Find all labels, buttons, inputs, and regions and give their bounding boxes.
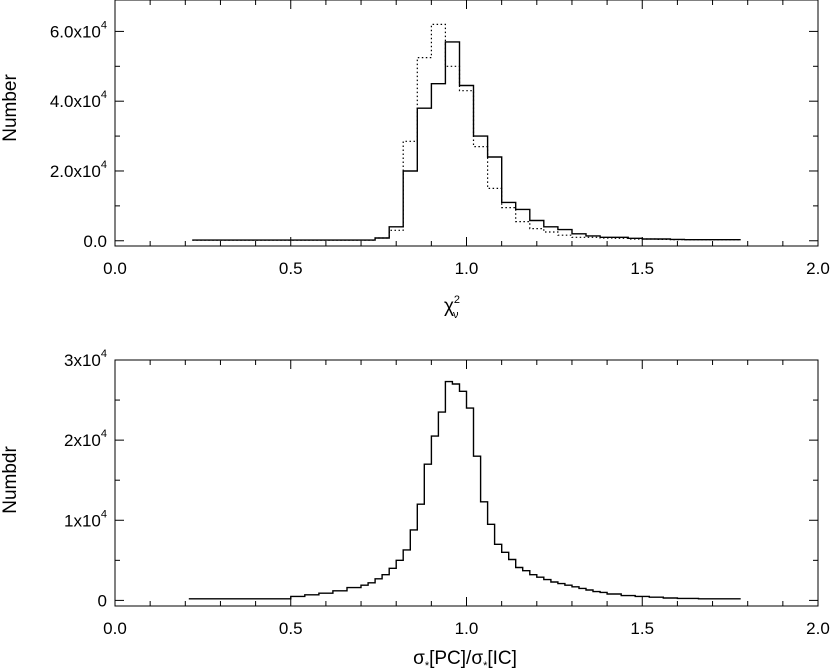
chi-square-panel: 0.0 0.5 1.0 1.5 2.0 0.0 2.0x104 4.0x104 6.0x104… bbox=[0, 0, 830, 321]
y-tick-label: 4.0x104 bbox=[50, 89, 107, 111]
y-tick-label: 0 bbox=[98, 591, 107, 610]
histogram-series bbox=[192, 23, 741, 241]
solid-histogram-line bbox=[188, 380, 741, 600]
solid-histogram-line bbox=[192, 41, 741, 241]
x-axis-label: χ2 ν bbox=[444, 294, 460, 321]
y-tick-label: 6.0x104 bbox=[50, 19, 107, 41]
plot-frame bbox=[114, 0, 819, 247]
x-tick-label: 0.0 bbox=[103, 619, 127, 638]
x-tick-label: 0.0 bbox=[103, 259, 127, 278]
x-tick-label: 0.5 bbox=[279, 259, 303, 278]
dotted-histogram-line bbox=[192, 23, 741, 241]
y-tick-labels: 0 1x104 2x104 3x104 bbox=[64, 348, 107, 610]
x-tick-label: 1.0 bbox=[455, 619, 479, 638]
x-tick-labels: 0.0 0.5 1.0 1.5 2.0 bbox=[103, 619, 830, 638]
y-tick-label: 0.0 bbox=[83, 232, 107, 251]
y-tick-label: 2x104 bbox=[64, 428, 107, 450]
x-tick-label: 1.0 bbox=[455, 259, 479, 278]
x-tick-label: 1.5 bbox=[630, 259, 654, 278]
axis-ticks bbox=[114, 0, 819, 246]
x-tick-labels: 0.0 0.5 1.0 1.5 2.0 bbox=[103, 259, 830, 278]
histogram-series bbox=[188, 380, 741, 600]
x-tick-label: 2.0 bbox=[806, 259, 830, 278]
x-axis-label: σ*[PC]/σ*[IC] bbox=[413, 648, 517, 669]
y-tick-label: 2.0x104 bbox=[50, 159, 107, 181]
y-axis-label: Number bbox=[0, 74, 21, 142]
y-tick-label: 1x104 bbox=[64, 508, 107, 530]
x-tick-label: 2.0 bbox=[806, 619, 830, 638]
y-tick-labels: 0.0 2.0x104 4.0x104 6.0x104 bbox=[50, 19, 107, 250]
x-tick-label: 1.5 bbox=[630, 619, 654, 638]
x-tick-label: 0.5 bbox=[279, 619, 303, 638]
y-axis-label: Numbdr bbox=[0, 446, 21, 514]
y-tick-label: 3x104 bbox=[64, 348, 107, 370]
